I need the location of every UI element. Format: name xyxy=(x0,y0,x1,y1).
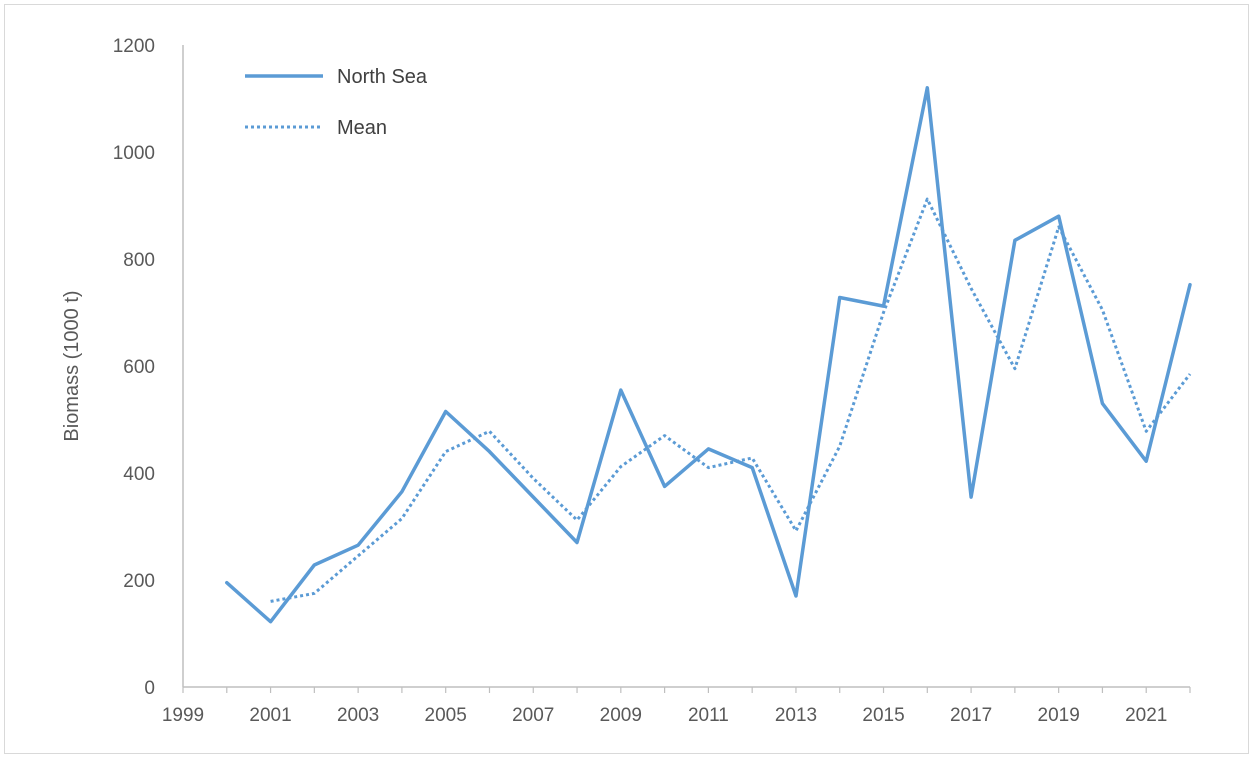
x-tick-label: 2011 xyxy=(688,705,729,726)
x-axis-ticks: 1999 2001 2003 2005 2007 2009 2011 2013 2015 2017… xyxy=(162,687,1191,726)
x-tick-label: 2013 xyxy=(775,705,817,726)
legend: North Sea Mean xyxy=(245,66,428,139)
y-tick-label: 400 xyxy=(123,464,155,485)
x-tick-label: 2001 xyxy=(249,705,291,726)
y-tick-label: 1000 xyxy=(113,143,155,164)
axes xyxy=(182,45,1190,688)
x-tick-label: 2017 xyxy=(950,705,992,726)
x-tick-label: 2003 xyxy=(337,705,379,726)
y-axis-ticks: 0 200 400 600 800 1000 1200 xyxy=(113,36,155,699)
series-line-mean xyxy=(270,197,1192,603)
legend-label-mean: Mean xyxy=(337,117,387,139)
y-tick-label: 0 xyxy=(144,678,155,699)
y-tick-label: 600 xyxy=(123,357,155,378)
x-tick-label: 2015 xyxy=(862,705,904,726)
y-tick-label: 1200 xyxy=(113,36,155,57)
x-tick-label: 2007 xyxy=(512,705,554,726)
x-tick-label: 2021 xyxy=(1125,705,1167,726)
y-tick-label: 800 xyxy=(123,250,155,271)
x-tick-label: 1999 xyxy=(162,705,204,726)
y-tick-label: 200 xyxy=(123,571,155,592)
chart-frame xyxy=(4,4,1249,754)
y-axis-title: Biomass (1000 t) xyxy=(61,290,83,441)
series-layer xyxy=(225,86,1192,624)
x-tick-label: 2009 xyxy=(600,705,642,726)
series-line-north-sea xyxy=(225,86,1192,624)
x-tick-label: 2019 xyxy=(1038,705,1080,726)
legend-label-north-sea: North Sea xyxy=(337,66,428,88)
x-tick-label: 2005 xyxy=(425,705,467,726)
